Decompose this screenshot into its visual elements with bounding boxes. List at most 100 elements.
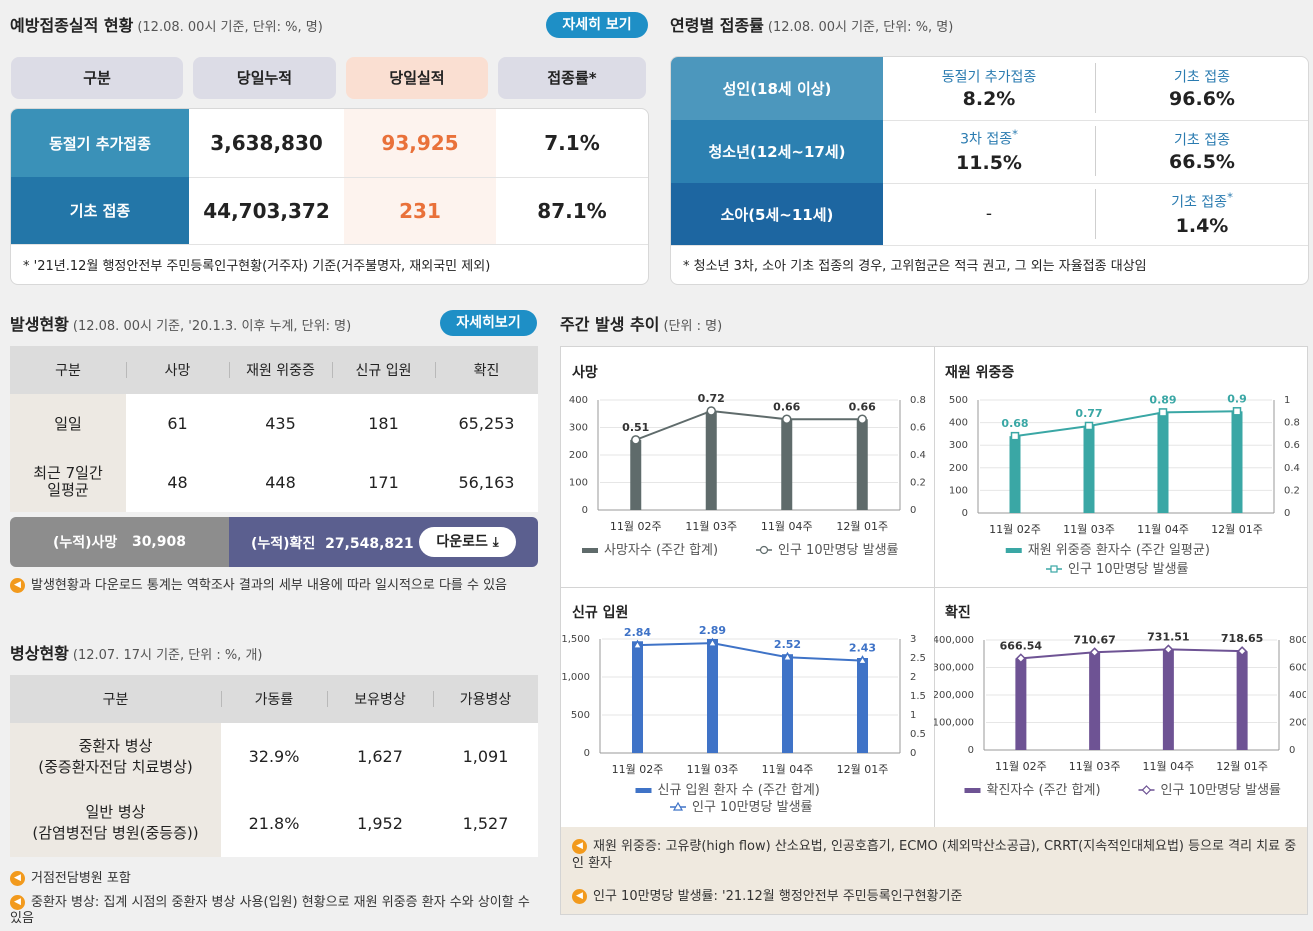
chart-confirmed: 0 100,000 200,000 300,000 400,000 0 200 400 600 8… — [934, 630, 1306, 798]
cumulative-death-label: (누적)사망 — [53, 535, 118, 551]
rate-data-label: 0.51 — [622, 421, 649, 434]
rate-point — [782, 414, 792, 424]
occur-title: 발생현황 — [10, 315, 69, 334]
bed-header-available: 가용병상 — [459, 692, 512, 708]
chart-title-confirmed: 확진 — [945, 605, 971, 621]
weekly-note-2-text: 인구 10만명당 발생률: '21.12월 행정안전부 주민등록인구현황기준 — [593, 889, 963, 904]
y2-tick-label: 0.6 — [1284, 440, 1300, 451]
chart-title-critical: 재원 위중증 — [945, 365, 1015, 381]
x-tick-label: 12월 01주 — [1211, 523, 1263, 536]
rate-point — [1010, 431, 1020, 441]
y-tick-label: 200,000 — [934, 690, 974, 701]
vacc-booster-rate: 7.1% — [544, 131, 600, 155]
rate-data-label: 0.72 — [698, 392, 725, 405]
rate-point — [632, 639, 643, 649]
rate-point — [706, 406, 716, 416]
legend-label: 확진자수 (주간 합계) — [987, 783, 1101, 798]
adult-basic-rate: 96.6% — [1169, 88, 1235, 110]
rate-data-label: 2.89 — [699, 624, 726, 637]
occur-header-category: 구분 — [55, 363, 81, 379]
rate-data-label: 0.68 — [1001, 417, 1028, 430]
vacc-booster-today: 93,925 — [381, 131, 459, 155]
x-tick-label: 11월 04주 — [762, 763, 814, 776]
rate-line — [1014, 410, 1238, 438]
y2-tick-label: 0.8 — [1284, 418, 1300, 429]
bed-header-usage: 가동률 — [254, 692, 294, 708]
vacc-subtitle: (12.08. 00시 기준, 단위: %, 명) — [137, 20, 323, 35]
y2-tick-label: 0.2 — [1284, 485, 1300, 496]
bar — [1231, 411, 1243, 513]
vacc-basic-rate: 87.1% — [537, 198, 607, 223]
rate-data-label: 0.77 — [1075, 407, 1102, 420]
y-tick-label: 400 — [949, 418, 968, 429]
download-icon: ⤓ — [492, 535, 499, 550]
bar — [705, 411, 717, 510]
rate-point — [1015, 653, 1026, 664]
occur-detail-button[interactable]: 자세히보기 — [440, 310, 537, 336]
legend-bar-swatch — [635, 788, 652, 793]
bed-note-2-text: 중환자 병상: 집계 시점의 중환자 병상 사용(입원) 현황으로 재원 위중증… — [10, 895, 530, 926]
y-tick-label: 200 — [569, 450, 588, 461]
x-tick-label: 11월 03주 — [1069, 760, 1121, 773]
child-booster-rate: - — [985, 204, 993, 224]
rate-point — [1158, 408, 1168, 417]
x-tick-label: 12월 01주 — [836, 520, 888, 533]
vacc-note: * '21년.12월 행정안전부 주민등록인구현황(거주자) 기준(거주불명자,… — [23, 259, 491, 274]
x-tick-label: 11월 02주 — [612, 763, 664, 776]
weekly-notes-area — [561, 827, 1307, 914]
y2-tick-label: 0 — [910, 505, 916, 516]
rate-line — [635, 409, 863, 441]
y-tick-label: 0 — [968, 745, 974, 756]
bar — [1009, 436, 1021, 513]
occur-header-admission: 신규 입원 — [355, 363, 412, 379]
y2-tick-label: 0.5 — [910, 729, 926, 740]
age-row-divider-2 — [883, 183, 1308, 184]
vacc-basic-cumulative: 44,703,372 — [203, 198, 330, 223]
rate-data-label: 0.9 — [1227, 392, 1247, 405]
y2-tick-label: 1 — [910, 710, 916, 721]
bed-section-title: 병상현황 (12.07. 17시 기준, 단위 : %, 개) — [10, 640, 262, 664]
rate-data-label: 0.66 — [773, 400, 800, 413]
rate-data-label: 666.54 — [1000, 639, 1043, 652]
bed-header-sep-3 — [433, 691, 434, 707]
occur-daily-critical: 435 — [265, 413, 296, 433]
y-tick-label: 100 — [569, 478, 588, 489]
occur-weekly-admission: 171 — [368, 472, 399, 492]
y-tick-label: 100 — [949, 485, 968, 496]
y2-tick-label: 2.5 — [910, 653, 926, 664]
speaker-icon: ◀ — [10, 871, 25, 886]
vacc-booster-cumulative: 3,638,830 — [210, 131, 323, 155]
rate-point — [1089, 647, 1100, 658]
y2-tick-label: 0 — [1284, 508, 1290, 519]
y2-tick-label: 0 — [1289, 745, 1295, 756]
occur-row-label-daily: 일일 — [54, 414, 82, 433]
vacc-note-divider — [11, 244, 648, 245]
bed-header-sep-1 — [221, 691, 222, 707]
rate-point — [707, 637, 718, 647]
occur-daily-death: 61 — [167, 413, 188, 433]
vacc-row-label-booster: 동절기 추가접종 — [11, 109, 189, 177]
bed-icu-usage: 32.9% — [248, 746, 300, 766]
bed-header-owned: 보유병상 — [354, 692, 406, 708]
y2-tick-label: 2 — [910, 672, 916, 683]
bar — [630, 439, 642, 510]
y2-tick-label: 0 — [910, 748, 916, 759]
vacc-row-divider — [189, 177, 648, 178]
occur-note-text: 발생현황과 다운로드 통계는 역학조사 결과의 세부 내용에 따라 일시적으로 … — [31, 578, 508, 593]
bar — [857, 658, 868, 753]
y2-tick-label: 200 — [1289, 718, 1306, 729]
legend-label: 신규 입원 환자 수 (주간 합계) — [658, 783, 820, 798]
y2-tick-label: 0.4 — [1284, 463, 1300, 474]
download-button[interactable]: 다운로드 ⤓ — [419, 527, 516, 557]
teen-third-rate: 11.5% — [956, 152, 1022, 174]
legend-label: 재원 위중증 환자수 (주간 일평균) — [1028, 543, 1210, 558]
y-tick-label: 400,000 — [934, 635, 974, 646]
legend-label: 인구 10만명당 발생률 — [778, 543, 899, 558]
rate-point — [857, 655, 868, 665]
rate-point — [1084, 421, 1094, 431]
bar — [1157, 412, 1169, 513]
rate-data-label: 718.65 — [1221, 632, 1263, 645]
occur-header-confirmed: 확진 — [473, 363, 500, 379]
vacc-detail-button[interactable]: 자세히 보기 — [546, 12, 648, 38]
legend-line-marker — [1050, 565, 1058, 573]
